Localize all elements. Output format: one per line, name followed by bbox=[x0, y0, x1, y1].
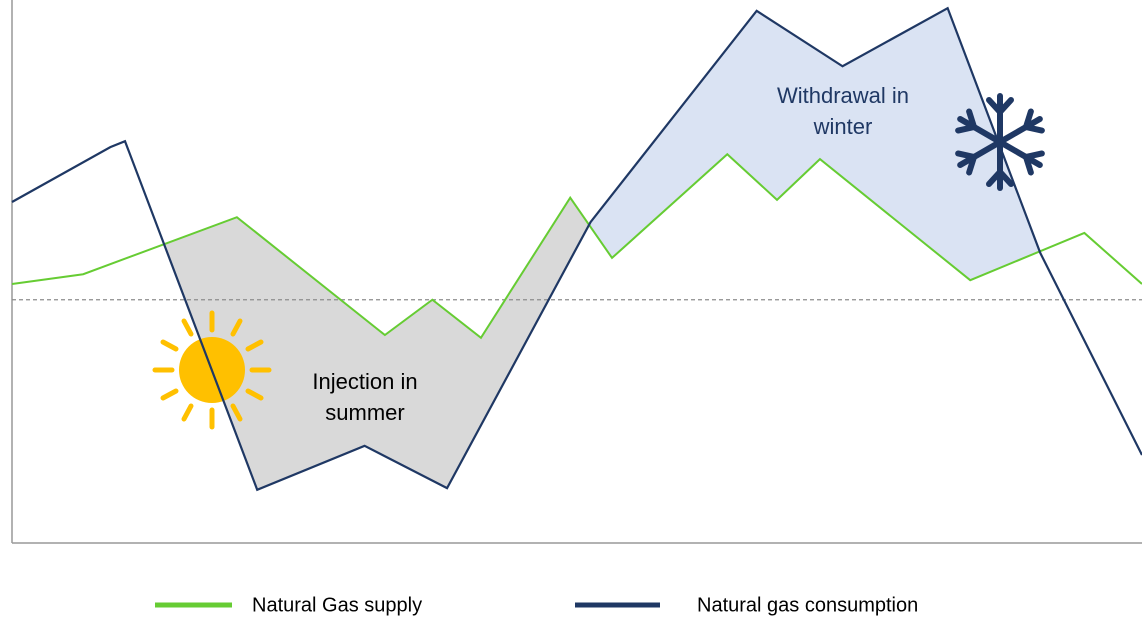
snowflake-icon bbox=[955, 93, 1046, 188]
legend-label: Natural Gas supply bbox=[252, 594, 422, 616]
series-line bbox=[11, 152, 1142, 340]
annotation: winter bbox=[813, 114, 873, 139]
annotation: summer bbox=[325, 400, 404, 425]
shaded-region bbox=[589, 8, 1040, 281]
shaded-region bbox=[164, 197, 590, 490]
legend-label: Natural gas consumption bbox=[697, 594, 918, 616]
series-line bbox=[11, 6, 1142, 492]
annotation: Injection in bbox=[312, 369, 417, 394]
annotation: Withdrawal in bbox=[777, 83, 909, 108]
